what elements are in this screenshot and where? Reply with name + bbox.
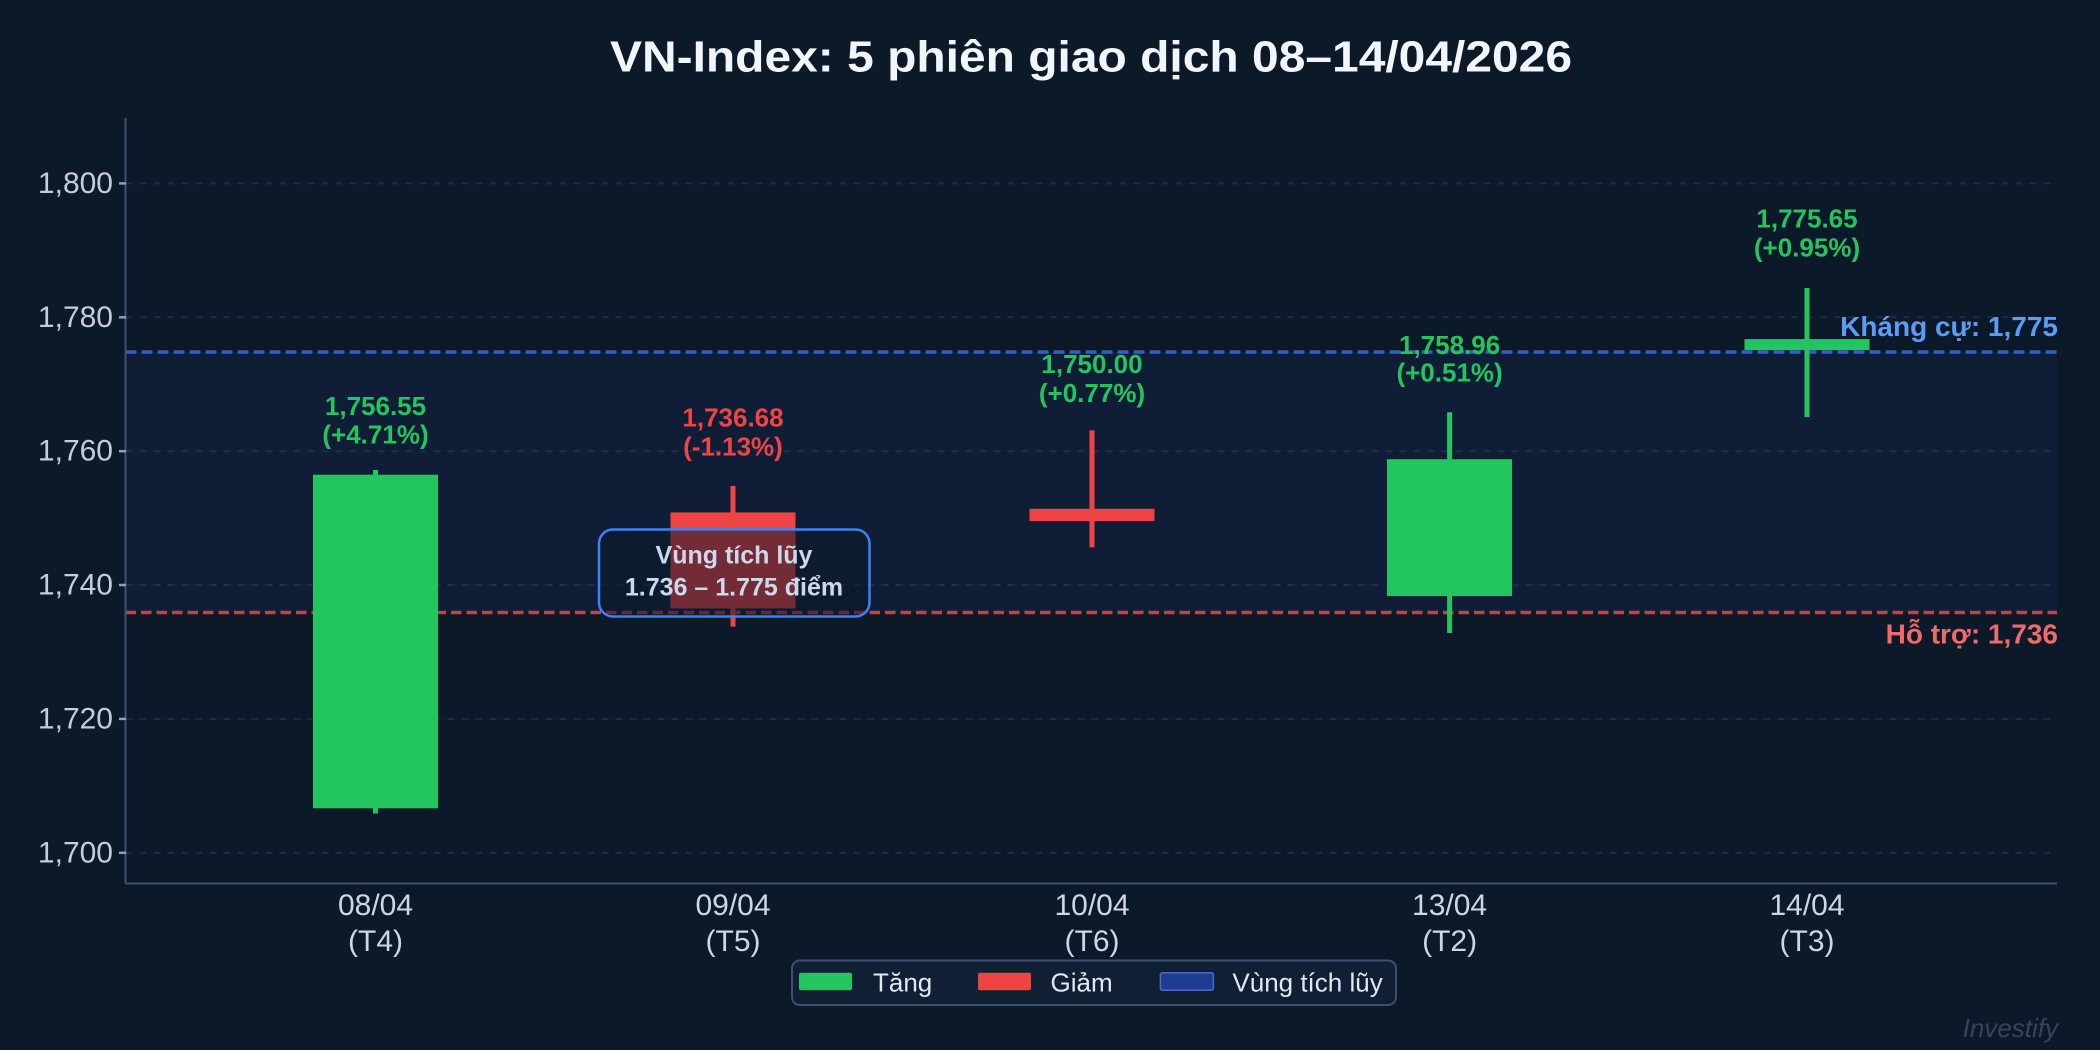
svg-text:1,740: 1,740	[38, 569, 113, 602]
svg-text:1,780: 1,780	[38, 301, 113, 334]
svg-text:Tăng: Tăng	[873, 968, 932, 998]
svg-text:09/04: 09/04	[695, 889, 770, 922]
svg-text:10/04: 10/04	[1054, 889, 1129, 922]
svg-text:(+0.95%): (+0.95%)	[1754, 233, 1860, 263]
svg-text:14/04: 14/04	[1769, 889, 1844, 922]
svg-text:1,756.55: 1,756.55	[325, 391, 426, 421]
svg-text:1,758.96: 1,758.96	[1399, 330, 1500, 360]
svg-text:13/04: 13/04	[1412, 889, 1487, 922]
svg-text:Vùng tích lũy: Vùng tích lũy	[1232, 968, 1382, 998]
svg-text:VN-Index: 5 phiên giao dịch 08: VN-Index: 5 phiên giao dịch 08–14/04/202…	[610, 33, 1572, 82]
svg-text:(+0.51%): (+0.51%)	[1396, 358, 1502, 388]
svg-text:1,750.00: 1,750.00	[1041, 349, 1142, 379]
svg-text:Giảm: Giảm	[1051, 968, 1113, 998]
svg-text:Investify: Investify	[1963, 1013, 2060, 1043]
svg-text:08/04: 08/04	[338, 889, 413, 922]
svg-text:(T5): (T5)	[706, 925, 761, 958]
svg-text:Kháng cự: 1,775: Kháng cự: 1,775	[1840, 311, 2058, 342]
svg-text:(T4): (T4)	[348, 925, 403, 958]
svg-text:(T3): (T3)	[1780, 925, 1835, 958]
svg-text:(+4.71%): (+4.71%)	[322, 420, 428, 450]
svg-text:(T2): (T2)	[1422, 925, 1477, 958]
svg-text:(+0.77%): (+0.77%)	[1039, 378, 1145, 408]
svg-text:Hỗ trợ: 1,736: Hỗ trợ: 1,736	[1886, 619, 2058, 650]
svg-text:Vùng tích lũy: Vùng tích lũy	[656, 542, 813, 570]
svg-text:1,760: 1,760	[38, 435, 113, 468]
svg-text:1,736.68: 1,736.68	[682, 403, 783, 433]
svg-text:1,775.65: 1,775.65	[1756, 204, 1857, 234]
svg-text:1.736 – 1.775 điểm: 1.736 – 1.775 điểm	[625, 574, 843, 602]
svg-text:1,700: 1,700	[38, 836, 113, 869]
svg-text:1,800: 1,800	[38, 167, 113, 200]
svg-text:1,720: 1,720	[38, 702, 113, 735]
svg-text:(-1.13%): (-1.13%)	[683, 432, 783, 462]
svg-text:(T6): (T6)	[1065, 925, 1120, 958]
